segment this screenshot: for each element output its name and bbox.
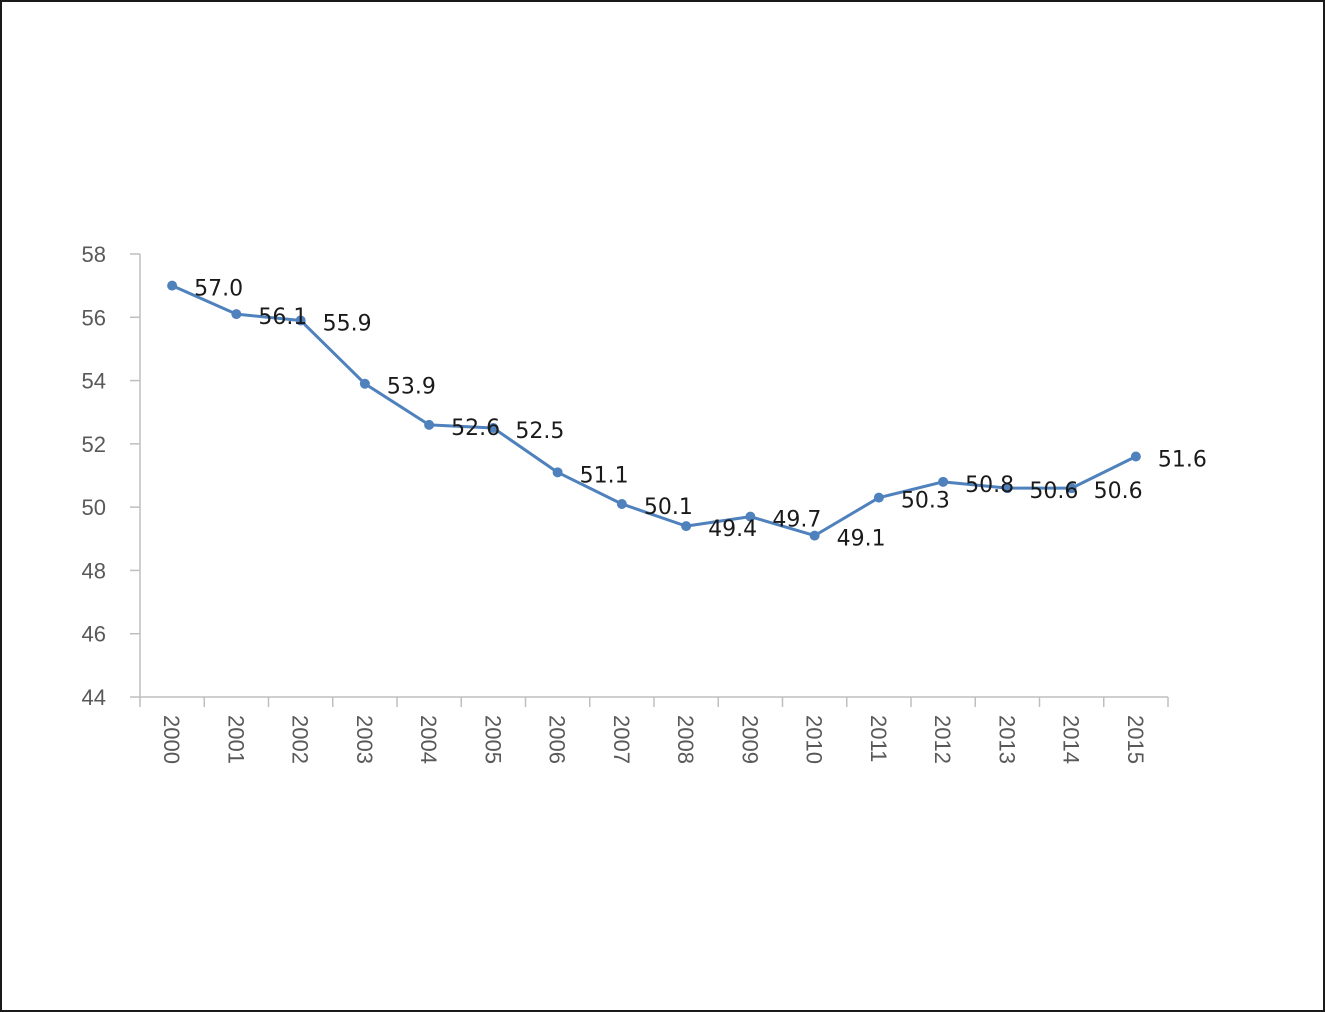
data-label: 50.6 <box>1094 479 1143 504</box>
data-point-marker <box>552 467 563 478</box>
x-tick-label: 2011 <box>866 715 891 762</box>
data-point-marker <box>745 511 756 522</box>
data-point-marker <box>809 530 820 541</box>
x-tick-label: 2013 <box>994 715 1019 764</box>
data-label: 49.4 <box>708 517 757 542</box>
data-point-marker <box>167 280 178 291</box>
x-tick-label: 2000 <box>159 715 184 764</box>
x-tick-label: 2003 <box>352 715 377 764</box>
y-tick-label: 58 <box>82 242 106 267</box>
data-label: 50.8 <box>965 473 1014 498</box>
data-label: 49.7 <box>772 508 821 533</box>
data-point-marker <box>359 378 370 389</box>
x-tick-label: 2009 <box>737 715 762 764</box>
data-label: 51.6 <box>1158 448 1207 473</box>
x-tick-label: 2004 <box>416 715 441 764</box>
data-label: 49.1 <box>837 527 886 552</box>
data-point-marker <box>295 315 306 326</box>
data-label: 52.5 <box>515 419 564 444</box>
data-label: 55.9 <box>323 311 372 336</box>
data-label: 50.1 <box>644 495 693 520</box>
data-point-marker <box>873 492 884 503</box>
data-label: 57.0 <box>194 277 243 302</box>
x-tick-label: 2010 <box>802 715 827 764</box>
x-tick-label: 2012 <box>930 715 955 764</box>
data-point-marker <box>616 498 627 509</box>
data-point-marker <box>1066 483 1077 494</box>
data-point-marker <box>938 476 949 487</box>
data-point-marker <box>681 521 692 532</box>
y-tick-label: 46 <box>82 622 106 647</box>
y-tick-label: 54 <box>82 369 106 394</box>
data-labels: 57.0 56.1 55.9 53.9 52.6 52.5 51.1 50.1 49.4 49.7… <box>194 277 1207 552</box>
data-point-marker <box>488 423 499 434</box>
y-tick-label: 56 <box>82 305 106 330</box>
x-tick-label: 2008 <box>673 715 698 764</box>
data-label: 51.1 <box>580 463 629 488</box>
data-label: 53.9 <box>387 375 436 400</box>
data-label: 50.6 <box>1029 479 1078 504</box>
data-point-marker <box>424 419 435 430</box>
y-axis-ticks: 44 46 48 50 52 54 56 58 <box>82 242 140 710</box>
data-label: 56.1 <box>258 305 307 330</box>
data-point-marker <box>1002 483 1013 494</box>
x-tick-label: 2015 <box>1123 715 1148 764</box>
y-tick-label: 48 <box>82 558 106 583</box>
x-tick-label: 2002 <box>288 715 313 764</box>
x-tick-label: 2007 <box>609 715 634 764</box>
x-tick-label: 2001 <box>223 715 248 764</box>
data-label: 52.6 <box>451 416 500 441</box>
y-tick-label: 50 <box>82 495 106 520</box>
y-tick-label: 44 <box>82 685 106 710</box>
data-label: 50.3 <box>901 489 950 514</box>
data-point-marker <box>1130 451 1141 462</box>
data-point-marker <box>231 309 242 320</box>
x-axis-ticks: 2000 2001 2002 2003 2004 2005 2006 2007 2008 2009… <box>139 697 1169 764</box>
x-tick-label: 2005 <box>480 715 505 764</box>
series-line <box>171 284 1137 538</box>
y-tick-label: 52 <box>82 432 106 457</box>
x-tick-label: 2014 <box>1059 715 1084 764</box>
series-line-group <box>167 280 1141 541</box>
x-tick-label: 2006 <box>545 715 570 764</box>
